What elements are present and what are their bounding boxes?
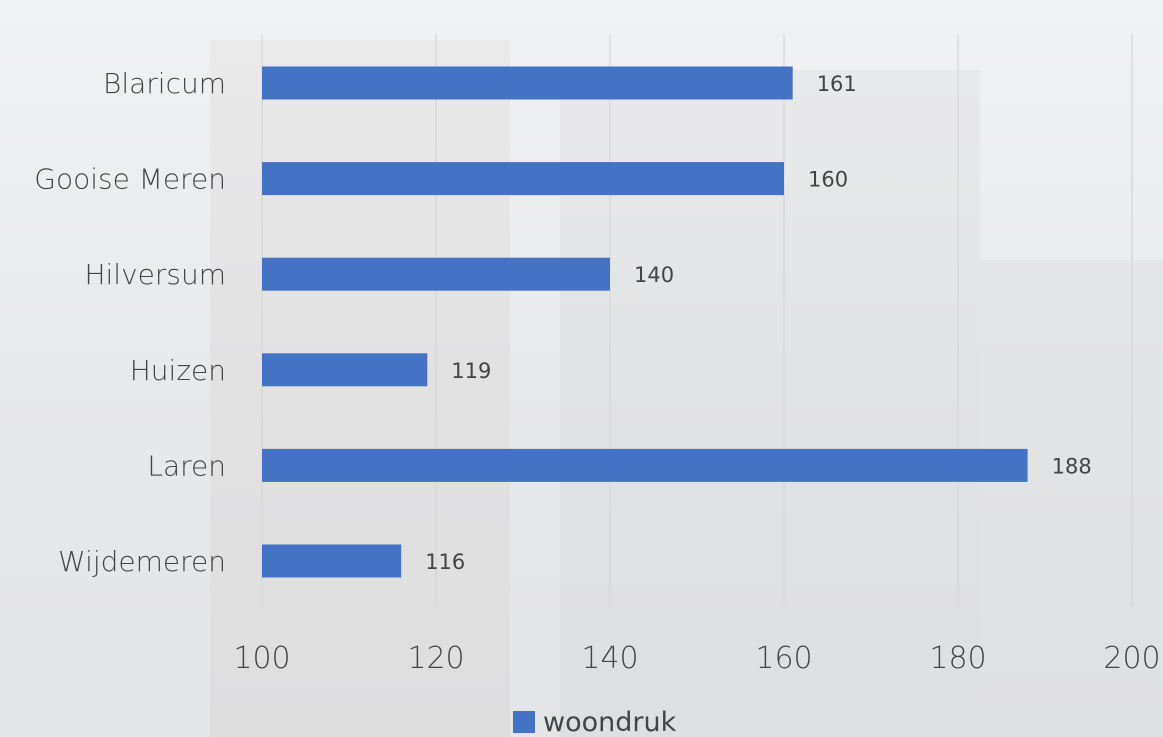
bar-gooise-meren — [262, 162, 784, 196]
data-label: 140 — [634, 263, 674, 287]
bar-wijdemeren — [262, 544, 402, 578]
data-label: 116 — [425, 550, 465, 574]
data-label: 160 — [808, 168, 848, 192]
x-tick-label: 160 — [755, 641, 812, 676]
category-label: Hilversum — [84, 258, 226, 291]
data-labels: 161 160 140 119 188 116 — [425, 72, 1091, 574]
legend-swatch-woondruk — [513, 711, 535, 733]
category-labels: Blaricum Gooise Meren Hilversum Huizen Laren… — [34, 67, 226, 578]
x-tick-label: 140 — [581, 641, 638, 676]
bar-laren — [262, 448, 1028, 482]
legend: woondruk — [513, 707, 677, 737]
legend-label-woondruk: woondruk — [543, 707, 677, 737]
x-tick-label: 100 — [233, 641, 290, 676]
bar-huizen — [262, 353, 428, 387]
background-building-left — [210, 40, 510, 737]
category-label: Laren — [147, 449, 226, 482]
x-tick-label: 120 — [407, 641, 464, 676]
category-label: Blaricum — [103, 67, 226, 100]
x-tick-labels: 100 120 140 160 180 200 — [233, 641, 1160, 676]
x-tick-label: 180 — [929, 641, 986, 676]
data-label: 119 — [451, 359, 491, 383]
gridlines — [261, 34, 1133, 606]
category-label: Gooise Meren — [34, 163, 226, 196]
category-label: Wijdemeren — [58, 545, 226, 578]
bar-blaricum — [262, 66, 793, 100]
x-tick-label: 200 — [1103, 641, 1160, 676]
bar-hilversum — [262, 257, 610, 291]
data-label: 161 — [817, 72, 857, 96]
bars — [262, 66, 1028, 578]
category-label: Huizen — [130, 354, 226, 387]
data-label: 188 — [1052, 454, 1092, 478]
